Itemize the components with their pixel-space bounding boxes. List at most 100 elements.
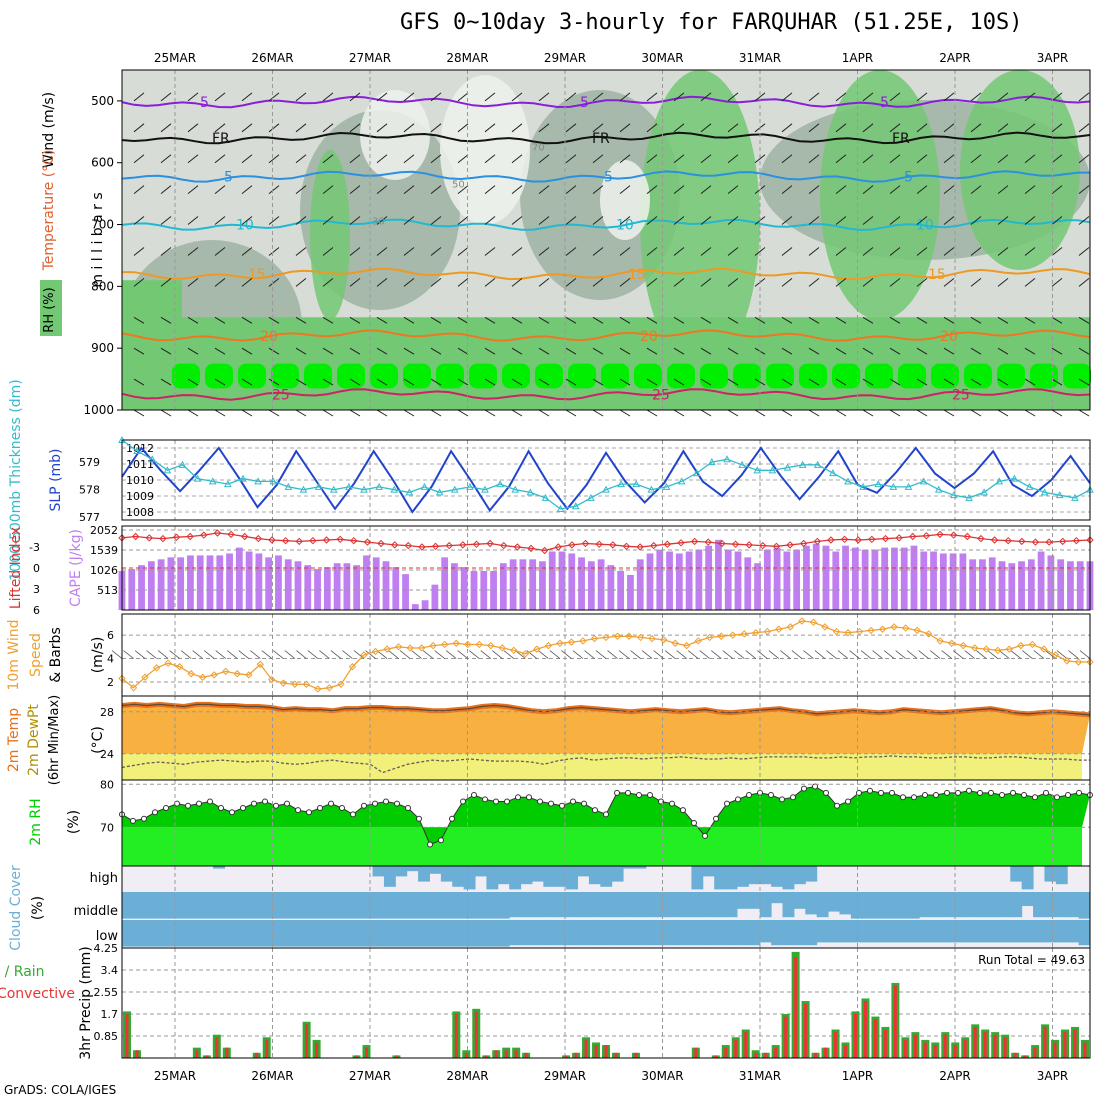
wind-barb [997, 123, 1009, 133]
cloud-cover-bar [383, 892, 396, 919]
wind-barb [1078, 409, 1090, 417]
wind-barb [403, 185, 415, 195]
wind-barb [430, 277, 442, 287]
wind-barb [889, 216, 901, 225]
wind-barb [997, 185, 1009, 195]
cape-bar [949, 553, 957, 610]
wind-barb [376, 347, 388, 355]
rh2m-marker [713, 815, 719, 822]
rh2m-marker [603, 811, 609, 818]
wind-barb [322, 123, 334, 133]
wind-barb [646, 92, 658, 102]
cloud-cover-bar [1021, 920, 1034, 943]
rh-saturated-cell [172, 363, 200, 389]
cloud-cover-bar [270, 892, 282, 919]
cape-bar [470, 571, 478, 610]
wind-barb [808, 92, 820, 102]
rh2m-marker [647, 792, 653, 799]
thickness-marker [208, 477, 217, 485]
wind-barb [592, 216, 604, 225]
cloud-cover-bar [554, 920, 567, 946]
cape-bar [636, 559, 644, 610]
cape-tick-label: 1539 [90, 544, 118, 557]
rh2m-marker [405, 804, 411, 811]
wind-barb [970, 154, 982, 164]
thickness-marker [708, 458, 716, 466]
wind-barb [457, 409, 469, 417]
wind-barb [619, 92, 631, 102]
wind-speed-marker [924, 630, 933, 638]
li-marker [936, 530, 944, 539]
wind-barb [619, 154, 631, 164]
cape-bar [675, 553, 683, 610]
cloud-cover-bar [1055, 892, 1068, 918]
cloud-cover-bar [805, 866, 818, 882]
surface-wind-barb [572, 650, 584, 659]
cape-bar [372, 557, 380, 610]
cloud-cover-bar [600, 920, 613, 946]
cloud-cover-bar [1033, 920, 1045, 943]
surface-wind-barb [203, 650, 215, 659]
isotherm-label: FR [592, 131, 610, 147]
cloud-cover-bar [714, 866, 727, 890]
cloud-cover-bar [258, 892, 271, 919]
wind-speed-marker [464, 640, 472, 649]
cloud-cover-bar [828, 892, 840, 912]
cloud-cover-bar [714, 920, 727, 946]
wind-barb [754, 92, 766, 102]
wind-barb [943, 277, 955, 287]
wind-barb [295, 154, 307, 164]
cape-bar [529, 559, 537, 610]
wind-barb [997, 154, 1009, 164]
thickness-marker [526, 488, 535, 496]
cloud-cover-bar [645, 920, 658, 946]
wind-speed-marker [844, 629, 852, 637]
ylabel-cloud: Cloud Cover [8, 865, 24, 951]
cloud-cover-bar [429, 866, 442, 874]
precip-convective-bar [504, 1050, 508, 1058]
cape-bar [969, 559, 977, 610]
cloud-cover-bar [281, 892, 294, 919]
rh2m-marker [471, 792, 477, 799]
precip-convective-bar [1073, 1029, 1077, 1058]
wind-barb [727, 92, 739, 102]
cloud-cover-bar [247, 892, 260, 919]
cape-bar [363, 555, 370, 610]
cape-bar [724, 549, 732, 610]
rh2m-marker [768, 792, 774, 799]
wind-tick-label: 2 [107, 676, 114, 689]
surface-wind-barb [261, 650, 273, 659]
cape-bar [988, 557, 996, 610]
cloud-cover-bar [258, 920, 271, 947]
surface-wind-barb [872, 650, 883, 659]
precip-convective-bar [594, 1045, 598, 1058]
li-marker [622, 542, 631, 551]
thickness-marker [647, 485, 656, 493]
cloud-cover-bar [828, 920, 840, 943]
cloud-cover-bar [475, 920, 487, 947]
cape-bar [734, 551, 742, 610]
surface-wind-barb [226, 650, 238, 659]
wind-barb [538, 185, 550, 195]
cape-bar [314, 569, 321, 610]
rh-saturated-cell [667, 363, 695, 389]
cloud-cover-bar [156, 892, 169, 919]
wind-barb [457, 277, 469, 287]
cloud-cover-bar [452, 866, 465, 887]
wind-barb [295, 316, 307, 324]
wind-barb [943, 409, 955, 417]
wind-barb [484, 378, 496, 386]
wind-barb [241, 277, 253, 287]
surface-wind-barb [791, 650, 803, 659]
wind-barb [835, 92, 847, 102]
wind-barb [133, 154, 145, 164]
cloud-cover-bar [668, 892, 681, 918]
wind-barb [268, 277, 280, 287]
wind-speed-marker [337, 680, 345, 688]
wind-speed-marker [210, 671, 218, 679]
surface-wind-barb [849, 650, 860, 659]
wind-barb [1078, 216, 1090, 225]
chart-title: GFS 0~10day 3-hourly for FARQUHAR (51.25… [400, 10, 1023, 35]
wind-barb [484, 216, 496, 225]
cloud-cover-bar [235, 920, 248, 947]
